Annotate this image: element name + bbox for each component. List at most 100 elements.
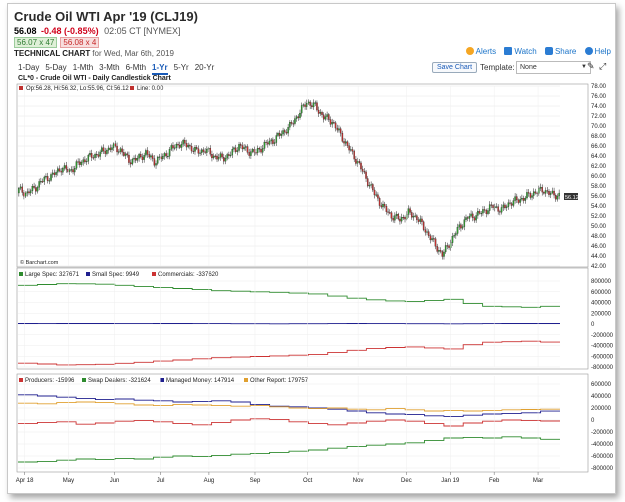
share-link[interactable]: Share <box>544 47 576 56</box>
template-value: None <box>520 64 537 71</box>
candle-body <box>241 145 244 150</box>
candle-body <box>133 157 135 160</box>
candle-body <box>382 203 384 208</box>
candle-body <box>434 238 437 247</box>
tab-1-day[interactable]: 1-Day <box>18 63 40 72</box>
candle-body <box>346 141 349 146</box>
chart-title: CL*0 - Crude Oil WTI - Daily Candlestick… <box>18 75 171 82</box>
candle-body <box>168 149 171 157</box>
candle-body <box>79 161 81 165</box>
candle-body <box>532 191 535 196</box>
x-tick-label: Sep <box>250 478 261 484</box>
candle-body <box>278 132 281 136</box>
candle-body <box>482 209 484 214</box>
price-change: -0.48 (-0.85%) <box>41 26 99 36</box>
candle-body <box>319 112 322 114</box>
candle-body <box>512 200 515 206</box>
candle-body <box>128 154 130 163</box>
candle-body <box>387 211 389 213</box>
price-tick-label: 64.00 <box>591 154 607 160</box>
candle-body <box>294 118 296 124</box>
candle-body <box>167 156 169 158</box>
quote-time: 02:05 CT [NYMEX] <box>104 26 181 36</box>
candle-body <box>392 218 394 221</box>
header-links: Alerts Watch Share Help <box>460 47 611 56</box>
cot-tick-label: -400000 <box>591 442 614 448</box>
cot-legend-label: Large Spec: 327671 <box>25 272 80 278</box>
candle-body <box>488 204 491 211</box>
candle-body <box>509 202 511 204</box>
candle-body <box>265 141 267 143</box>
candle-body <box>155 163 157 166</box>
x-tick-label: Mar <box>533 478 543 484</box>
candle-body <box>328 114 330 120</box>
tab-3-mth[interactable]: 3-Mth <box>99 63 120 72</box>
tab-5-day[interactable]: 5-Day <box>45 63 67 72</box>
template-select[interactable]: None ▼ <box>516 61 591 74</box>
candle-body <box>554 194 557 200</box>
candle-body <box>317 109 320 114</box>
candle-body <box>212 155 215 159</box>
x-tick-label: Oct <box>303 478 313 484</box>
ohlc-legend-swatch <box>19 86 23 90</box>
watch-link[interactable]: Watch <box>504 47 537 56</box>
cot-legend-label: Swap Dealers: -321624 <box>88 378 151 384</box>
last-price-label: 56.12 <box>565 195 579 201</box>
alerts-link[interactable]: Alerts <box>465 47 496 56</box>
cot-legend-label: Small Spec: 9949 <box>92 272 140 278</box>
candle-body <box>229 154 232 156</box>
candle-body <box>404 217 406 220</box>
save-chart-button[interactable]: Save Chart <box>432 62 478 73</box>
line-legend-swatch <box>130 86 134 90</box>
candle-body <box>219 153 222 158</box>
x-tick-label: Jan 19 <box>441 478 460 484</box>
cot-legend-swatch <box>19 272 23 276</box>
candle-body <box>77 161 79 163</box>
cot-legend-label: Managed Money: 147914 <box>166 378 235 384</box>
share-icon <box>544 47 553 55</box>
candle-body <box>272 139 274 144</box>
cot-legend-swatch <box>86 272 90 276</box>
tab-1-yr[interactable]: 1-Yr <box>152 62 168 75</box>
pencil-icon[interactable]: ✎ <box>587 61 595 71</box>
candle-body <box>429 235 432 241</box>
x-tick-label: Aug <box>204 478 215 484</box>
candle-body <box>400 217 403 222</box>
tab-1-mth[interactable]: 1-Mth <box>72 63 94 72</box>
candle-body <box>289 122 291 128</box>
price-tick-label: 70.00 <box>591 124 607 130</box>
tab-5-yr[interactable]: 5-Yr <box>173 63 189 72</box>
candle-body <box>268 140 271 145</box>
candle-body <box>223 157 225 162</box>
candle-body <box>499 211 501 213</box>
x-tick-label: Feb <box>489 478 500 484</box>
candle-body <box>57 168 59 173</box>
candle-body <box>29 190 32 194</box>
tab-20-yr[interactable]: 20-Yr <box>194 63 215 72</box>
ask-badge: 56.08 x 4 <box>60 37 100 48</box>
price-panel <box>16 83 589 268</box>
candle-body <box>448 245 450 248</box>
expand-icon[interactable]: ⤢ <box>599 61 607 71</box>
candle-body <box>209 147 212 155</box>
candle-body <box>251 149 254 152</box>
candle-body <box>256 148 259 153</box>
candle-body <box>473 217 476 221</box>
tab-6-mth[interactable]: 6-Mth <box>125 63 147 72</box>
candle-body <box>366 178 369 186</box>
cot-tick-label: 200000 <box>591 311 612 317</box>
help-link[interactable]: Help <box>584 47 611 56</box>
candle-body <box>19 186 22 189</box>
candle-body <box>141 156 144 160</box>
candle-body <box>544 190 547 194</box>
candle-body <box>551 190 554 194</box>
candle-body <box>236 150 239 152</box>
candle-body <box>146 150 149 155</box>
candle-body <box>201 149 203 153</box>
candle-body <box>322 114 325 120</box>
candle-body <box>461 226 464 229</box>
candle-body <box>372 184 374 191</box>
candle-body <box>189 145 191 147</box>
candle-body <box>297 116 300 118</box>
candle-body <box>299 112 301 118</box>
